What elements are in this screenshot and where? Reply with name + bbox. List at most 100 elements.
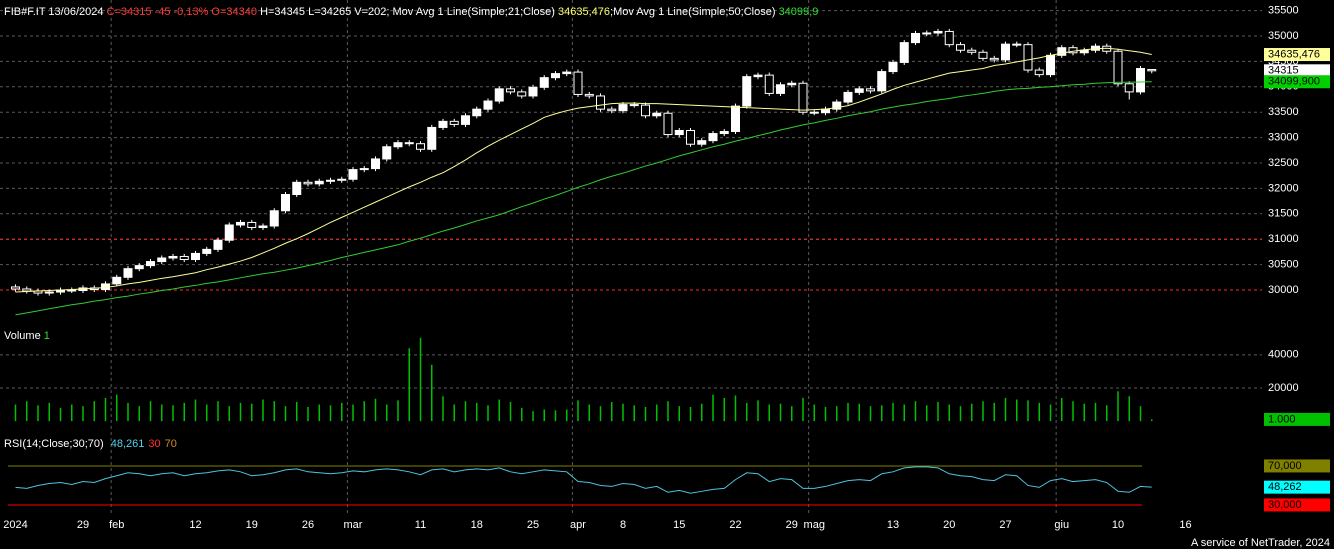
candle-body — [404, 142, 414, 145]
candle-body — [742, 76, 752, 107]
candle-body — [843, 91, 853, 103]
candle-body — [832, 101, 842, 110]
stats: H=34345 L=34265 V=202; — [260, 6, 389, 18]
x-tick-label: 29 — [786, 519, 798, 531]
series-line — [15, 47, 1152, 293]
candle-body — [506, 88, 515, 93]
x-tick-label: 2024 — [3, 519, 27, 531]
candle-body — [967, 49, 977, 53]
candle-body — [562, 71, 572, 75]
candle-body — [528, 86, 538, 97]
candle-body — [899, 42, 909, 63]
candle-body — [382, 146, 392, 160]
candle-body — [303, 181, 313, 185]
y-tick-label: 32500 — [1268, 157, 1299, 169]
candle-body — [888, 61, 898, 73]
candle-body — [371, 158, 380, 170]
x-tick-label: 12 — [189, 519, 201, 531]
candle-body — [427, 126, 437, 150]
candle-body — [179, 255, 189, 261]
candle-body — [1079, 49, 1089, 54]
candle-body — [1147, 69, 1157, 72]
candle-body — [494, 88, 504, 102]
candle-body — [1057, 47, 1067, 56]
candle-body — [1136, 68, 1145, 93]
x-tick-label: 16 — [1179, 519, 1191, 531]
series-line — [15, 466, 1152, 494]
legend-value: 34635,476 — [558, 6, 610, 18]
y-tick-label: 20000 — [1268, 382, 1299, 394]
candle-body — [348, 169, 358, 180]
value-box-label: 34099,900 — [1268, 76, 1320, 88]
candle-body — [1124, 83, 1134, 93]
y-tick-label: 33000 — [1268, 132, 1299, 144]
value-box — [1264, 480, 1330, 494]
candle-body — [416, 143, 425, 150]
candle-body — [517, 91, 527, 97]
legend-value: 70 — [165, 438, 177, 450]
candle-body — [551, 73, 560, 79]
candle-body — [1001, 43, 1010, 61]
candle-body — [202, 248, 212, 254]
candle-body — [663, 112, 673, 136]
legend-value: 30 — [148, 438, 160, 450]
candle-body — [1046, 54, 1055, 76]
candle-body — [674, 129, 684, 136]
candle-body — [607, 108, 617, 112]
value-box-label: 48,262 — [1268, 481, 1302, 493]
volume-header: Volume 1 — [4, 330, 50, 342]
candle-body — [359, 168, 369, 171]
candle-body — [134, 265, 144, 270]
candle-body — [483, 100, 493, 110]
y-tick-label: 30500 — [1268, 259, 1299, 271]
candle-body — [731, 105, 740, 133]
y-tick-label: 33500 — [1268, 106, 1299, 118]
price-header: FIB#F.IT 13/06/2024 C=34315 -45 -0,13% O… — [4, 6, 818, 18]
value-box — [1264, 412, 1330, 426]
candle-body — [686, 129, 695, 145]
candle-body — [809, 111, 819, 114]
x-tick-label: giu — [1054, 519, 1069, 531]
candle-body — [866, 88, 875, 92]
x-tick-label: 26 — [302, 519, 314, 531]
candle-body — [798, 82, 808, 113]
x-tick-label: 11 — [415, 519, 426, 531]
candle-body — [618, 104, 628, 112]
candle-body — [697, 140, 707, 145]
x-tick-label: 18 — [471, 519, 483, 531]
value-box-label: 34315 — [1268, 65, 1299, 77]
value-box — [1264, 75, 1330, 89]
candle-body — [596, 95, 605, 110]
candle-body — [22, 288, 32, 292]
y-tick-label: 31000 — [1268, 233, 1299, 245]
candle-body — [933, 30, 943, 34]
candle-body — [472, 108, 482, 117]
candle-body — [854, 88, 864, 93]
candle-body — [719, 131, 729, 135]
candle-body — [911, 32, 920, 44]
candle-body — [236, 221, 245, 226]
candle-body — [922, 32, 932, 35]
candle-body — [978, 51, 988, 59]
separator: ; — [610, 6, 613, 18]
candle-body — [877, 71, 887, 92]
y-tick-label: 40000 — [1268, 349, 1299, 361]
candle-body — [157, 257, 167, 263]
candle-body — [539, 77, 549, 88]
candle-body — [112, 276, 122, 285]
x-tick-label: 20 — [943, 519, 955, 531]
candle-body — [989, 57, 999, 61]
candle-body — [1012, 43, 1022, 46]
y-tick-label: 32000 — [1268, 182, 1299, 194]
candle-body — [123, 268, 133, 278]
tick-box — [1264, 498, 1330, 512]
x-tick-label: mag — [804, 519, 825, 531]
legend-value: 48,261 — [111, 438, 145, 450]
candle-body — [461, 115, 470, 125]
candle-body — [1034, 69, 1044, 76]
candle-body — [314, 180, 324, 185]
candle-body — [944, 30, 954, 46]
legend-entry: Mov Avg 1 Line(Simple;21;Close) — [393, 6, 555, 18]
value-box-label: 1.000 — [1268, 413, 1296, 425]
